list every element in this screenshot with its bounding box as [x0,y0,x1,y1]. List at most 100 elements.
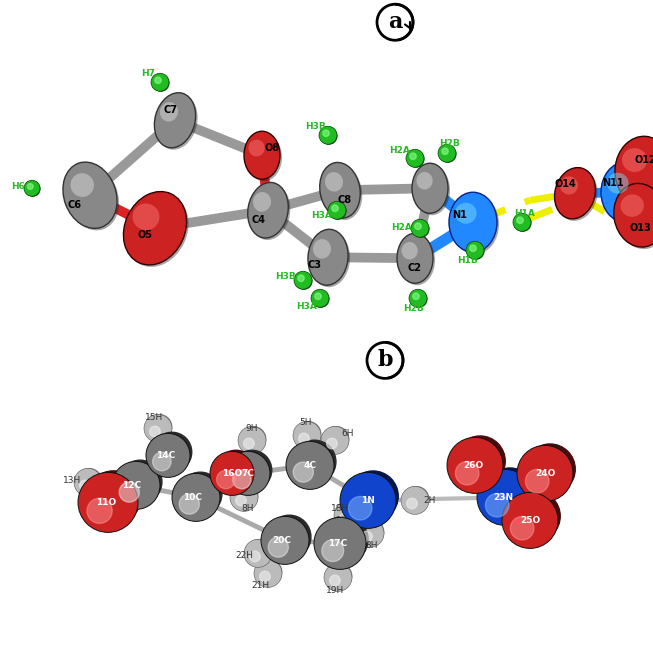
Circle shape [438,145,456,162]
Text: 22H: 22H [235,551,253,560]
Circle shape [78,472,138,533]
Circle shape [407,498,417,509]
Ellipse shape [253,192,271,212]
Ellipse shape [320,163,360,218]
Circle shape [413,293,419,299]
Circle shape [80,480,90,491]
Text: H2B: H2B [403,304,423,313]
Text: C6: C6 [68,200,82,210]
Circle shape [323,130,329,137]
Text: H2B: H2B [439,139,460,148]
Circle shape [340,513,350,524]
Circle shape [172,474,220,522]
Text: 23N: 23N [493,493,513,502]
Ellipse shape [615,136,653,204]
Text: 6H: 6H [342,429,354,438]
Circle shape [230,483,258,511]
Circle shape [210,452,254,495]
Circle shape [485,468,535,518]
Circle shape [254,559,282,587]
Circle shape [296,422,321,446]
Ellipse shape [63,162,117,228]
Circle shape [313,291,329,307]
Ellipse shape [310,231,350,287]
Circle shape [515,215,531,231]
Circle shape [257,560,281,584]
Text: O14: O14 [554,179,576,189]
Text: O12: O12 [634,156,653,165]
Circle shape [485,494,509,517]
Text: 4C: 4C [304,461,317,470]
Circle shape [27,183,33,189]
Ellipse shape [455,203,477,224]
Ellipse shape [156,95,198,150]
Text: C3: C3 [308,260,322,270]
Circle shape [511,516,534,540]
Text: b: b [377,349,392,371]
Circle shape [244,438,254,449]
Ellipse shape [614,183,653,247]
Circle shape [455,461,479,485]
Text: 10C: 10C [183,493,202,502]
Circle shape [517,445,573,502]
Circle shape [525,444,575,494]
Circle shape [330,203,346,219]
Text: 1N: 1N [361,496,375,505]
Text: H3A: H3A [296,302,317,311]
Circle shape [247,540,272,564]
Circle shape [513,213,531,231]
Circle shape [440,146,456,162]
Circle shape [232,450,272,490]
Circle shape [404,487,429,511]
Circle shape [348,471,398,522]
Text: N1: N1 [453,210,468,220]
Circle shape [328,202,346,219]
Ellipse shape [397,233,433,283]
Circle shape [442,148,448,154]
Circle shape [327,564,352,588]
Text: N11: N11 [602,178,624,188]
Ellipse shape [247,183,288,238]
Ellipse shape [71,173,94,197]
Ellipse shape [412,163,448,213]
Ellipse shape [560,176,578,194]
Ellipse shape [556,170,597,221]
Circle shape [322,540,343,562]
Circle shape [326,438,337,449]
Text: H1B: H1B [458,256,479,265]
Ellipse shape [622,148,647,172]
Circle shape [268,515,311,559]
Circle shape [319,126,337,145]
Ellipse shape [125,194,189,267]
Ellipse shape [616,185,653,249]
Circle shape [296,273,312,289]
Circle shape [153,75,169,91]
Ellipse shape [414,165,450,215]
Text: 16O: 16O [222,469,242,478]
Text: O13: O13 [629,224,651,233]
Circle shape [286,441,334,489]
Ellipse shape [449,192,497,252]
Circle shape [415,223,421,229]
Circle shape [293,440,336,483]
Circle shape [77,469,102,493]
Circle shape [144,414,172,443]
Circle shape [510,491,560,541]
Circle shape [293,421,321,449]
Ellipse shape [554,168,596,219]
Circle shape [447,437,503,493]
Circle shape [409,289,427,307]
Text: C7: C7 [163,105,177,115]
Text: H2A: H2A [390,146,411,155]
Circle shape [112,461,160,509]
Circle shape [406,149,424,167]
Ellipse shape [313,239,331,259]
Circle shape [155,77,161,84]
Circle shape [470,245,476,251]
Ellipse shape [325,172,343,192]
Text: H3B: H3B [276,272,296,281]
Circle shape [356,520,384,548]
Ellipse shape [603,164,651,224]
Circle shape [226,452,270,495]
Circle shape [321,516,368,563]
